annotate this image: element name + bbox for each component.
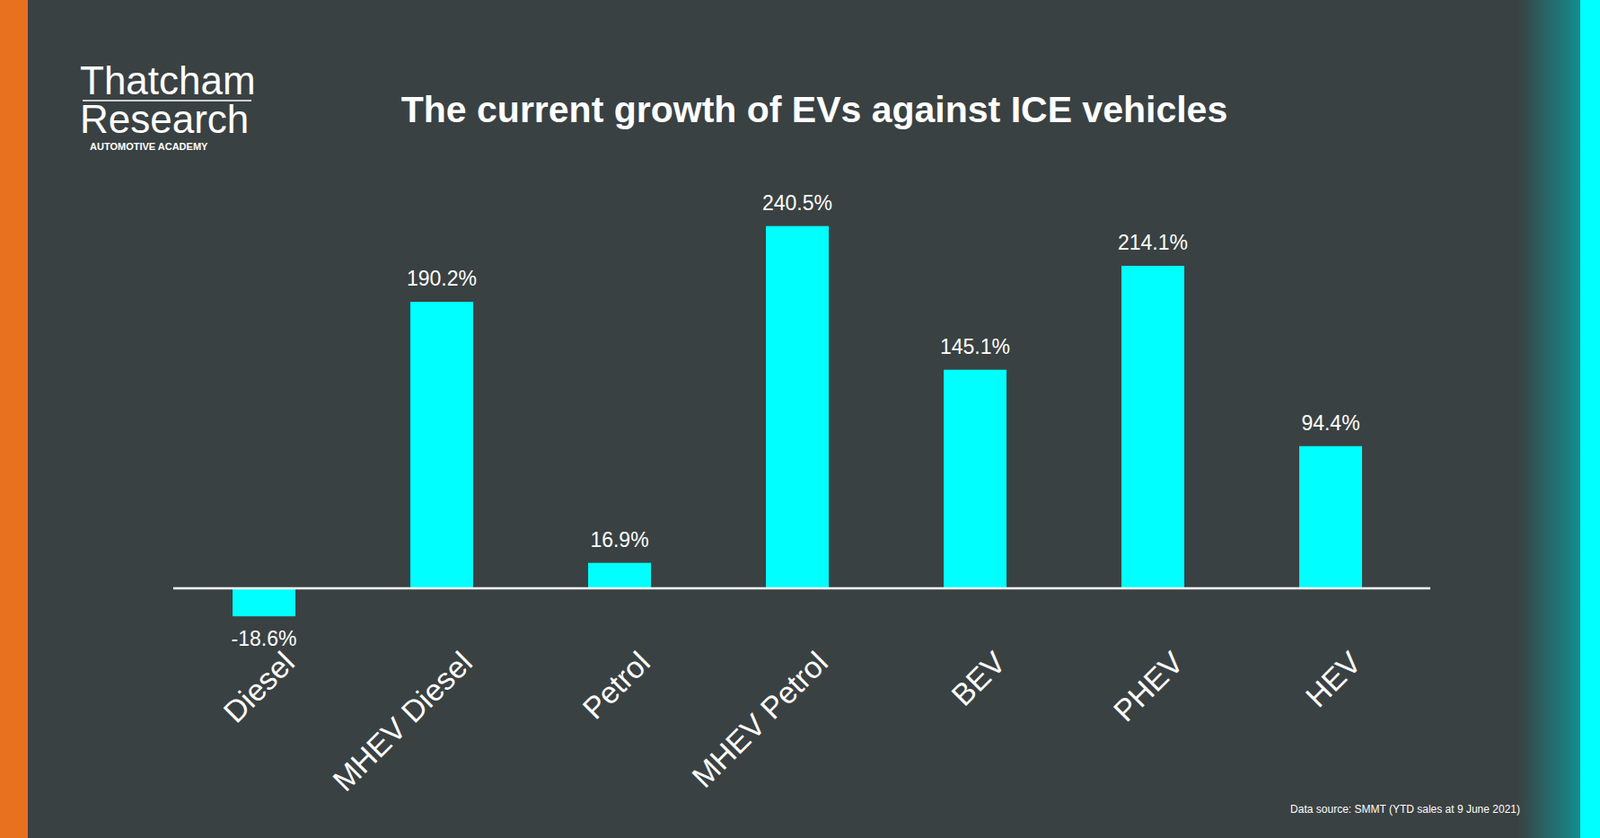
bar [943,369,1007,589]
category-label: HEV [1299,644,1369,714]
data-label: 16.9% [589,527,649,552]
category-label: PHEV [1107,644,1191,729]
brand-line: Thatcham [79,58,256,103]
data-label: 240.5% [762,191,833,215]
source: Data source: SMMT (YTD sales at 9 June 2… [1290,802,1521,816]
brand-tagline: AUTOMOTIVE ACADEMY [89,140,209,152]
bar [410,301,474,589]
bar [765,226,829,589]
data-label: -18.6% [231,626,298,651]
background [0,0,1600,838]
data-label: 190.2% [406,266,477,291]
bar [232,588,296,616]
category-label: Petrol [575,644,657,726]
bar [1121,265,1185,589]
category-label: Diesel [216,644,301,730]
brand-rule [82,99,252,102]
bar [588,562,651,589]
data-label: 214.1% [1117,230,1188,255]
brand-line: Research [79,96,249,141]
title: The current growth of EVs against ICE ve… [401,88,1228,131]
category-label: BEV [944,644,1012,713]
bar [1299,446,1363,589]
orange-strip [0,0,28,838]
category-label: MHEV Petrol [685,644,835,794]
data-label: 94.4% [1301,411,1360,435]
edge-fade [1517,0,1583,838]
x-axis [173,587,1431,590]
chart-root: ThatchamResearchAUTOMOTIVE ACADEMY The cu… [0,0,1600,838]
category-label: MHEV Diesel [325,644,479,798]
data-label: 145.1% [940,334,1011,359]
edge-strip [1580,0,1600,838]
